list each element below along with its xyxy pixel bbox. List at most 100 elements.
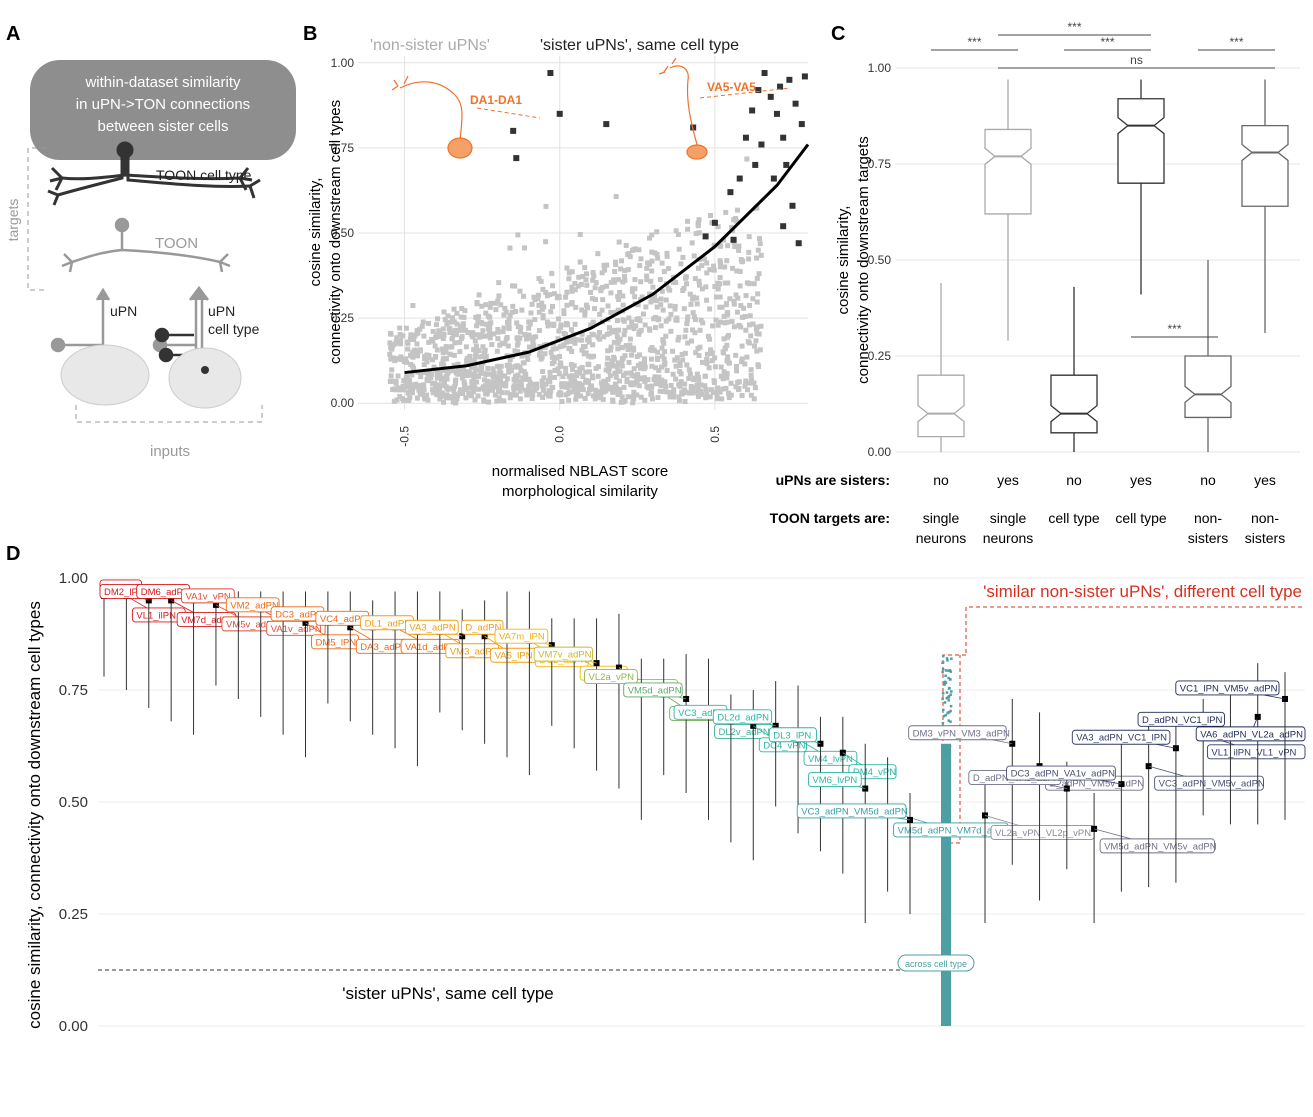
nonsister-point: [712, 284, 718, 290]
nonsister-point: [503, 383, 509, 389]
nonsister-point: [725, 359, 731, 365]
nonsister-point: [442, 356, 448, 362]
nonsister-point: [624, 379, 630, 385]
nonsister-point: [480, 328, 486, 334]
nonsister-point: [638, 394, 644, 400]
nonsister-point: [451, 319, 457, 325]
across-point: [949, 678, 952, 681]
nonsister-point: [644, 265, 650, 271]
nonsister-point: [631, 347, 637, 353]
across-point: [941, 654, 945, 658]
nonsister-point: [721, 313, 727, 319]
nonsister-point: [626, 315, 632, 321]
similar-nonsister-label: 'similar non-sister uPNs', different cel…: [983, 582, 1302, 601]
nonsister-point: [525, 356, 531, 362]
nonsister-point: [717, 275, 723, 281]
nonsister-point: [572, 321, 578, 327]
nonsister-point: [704, 361, 710, 367]
nonsister-point: [564, 265, 570, 271]
legend-sister: 'sister uPNs', same cell type: [540, 37, 739, 54]
nonsister-point: [582, 312, 588, 318]
nonsister-point: [488, 300, 494, 306]
sister-point: [761, 70, 768, 77]
nonsister-point: [686, 367, 692, 373]
nonsister-point: [680, 254, 686, 260]
across-point: [946, 659, 949, 662]
nonsister-point: [470, 371, 476, 377]
nonsister-point: [426, 320, 432, 326]
nonsister-point: [564, 289, 570, 295]
sisters-value: no: [1066, 472, 1082, 488]
nonsister-point: [521, 360, 527, 366]
nonsister-point: [388, 331, 394, 337]
nonsister-point: [504, 390, 510, 396]
nonsister-point: [589, 331, 595, 337]
sister-point: [789, 202, 796, 209]
nonsister-point: [536, 391, 542, 397]
nonsister-point: [725, 243, 731, 249]
nonsister-point: [444, 385, 450, 391]
nonsister-point: [660, 338, 666, 344]
nonsister-point: [674, 355, 680, 361]
sister-point: [749, 107, 756, 114]
nonsister-point: [564, 339, 570, 345]
nonsister-point: [574, 369, 580, 375]
nonsister-point: [582, 344, 588, 350]
nonsister-point: [718, 364, 724, 370]
panel-d-grid: 0.00 0.25 0.50 0.75 1.00: [59, 570, 1305, 1035]
nonsister-point: [611, 279, 617, 285]
nonsister-point: [500, 329, 506, 335]
nonsister-point: [496, 293, 502, 299]
nonsister-point: [721, 336, 727, 342]
nonsister-point: [547, 379, 553, 385]
nonsister-point: [536, 309, 542, 315]
nonsister-point: [604, 283, 610, 289]
nonsister-point: [421, 362, 427, 368]
nonsister-point: [748, 333, 754, 339]
across-point: [943, 682, 947, 686]
nonsister-point: [604, 361, 610, 367]
nonsister-point: [613, 374, 619, 380]
nonsister-point: [585, 391, 591, 397]
nonsister-point: [622, 398, 628, 404]
nonsister-point: [704, 270, 710, 276]
nonsister-point: [468, 392, 474, 398]
nonsister-point: [679, 351, 685, 357]
nonsister-point: [498, 302, 504, 308]
nonsister-point: [483, 385, 489, 391]
nonsister-point: [483, 371, 489, 377]
nonsister-point: [712, 355, 718, 361]
nonsister-point: [472, 397, 478, 403]
nonsister-point: [439, 390, 445, 396]
panel-c: 0.00 0.25 0.50 0.75 1.00 *** *** *** ns *** *** c…: [770, 20, 1300, 546]
nonsister-point: [629, 394, 635, 400]
sister-point: [702, 233, 709, 240]
nonsister-point: [538, 278, 544, 284]
nonsister-point: [586, 361, 592, 367]
nonsister-point: [650, 284, 656, 290]
nonsister-point: [645, 377, 651, 383]
nonsister-point: [430, 387, 436, 393]
nonsister-point: [495, 363, 501, 369]
nonsister-point: [708, 387, 714, 393]
nonsister-point: [625, 267, 631, 273]
nonsister-point: [641, 375, 647, 381]
nonsister-point: [649, 249, 655, 255]
nonsister-point: [569, 284, 575, 290]
nonsister-point: [558, 390, 564, 396]
nonsister-point: [579, 331, 585, 337]
point-label: VL1_ilPN_VL1_vPN: [1211, 747, 1296, 758]
sister-point: [767, 93, 774, 100]
nonsister-point: [733, 384, 739, 390]
nonsister-point: [580, 274, 586, 280]
nonsister-point: [475, 314, 481, 320]
nonsister-point: [526, 391, 532, 397]
nonsister-point: [631, 389, 637, 395]
nonsister-point: [703, 284, 709, 290]
nonsister-point: [629, 352, 635, 358]
nonsister-point: [398, 356, 404, 362]
nonsister-point: [486, 321, 492, 327]
point-label-box: [1071, 729, 1171, 745]
nonsister-point: [607, 373, 613, 379]
nonsister-point: [523, 387, 529, 393]
